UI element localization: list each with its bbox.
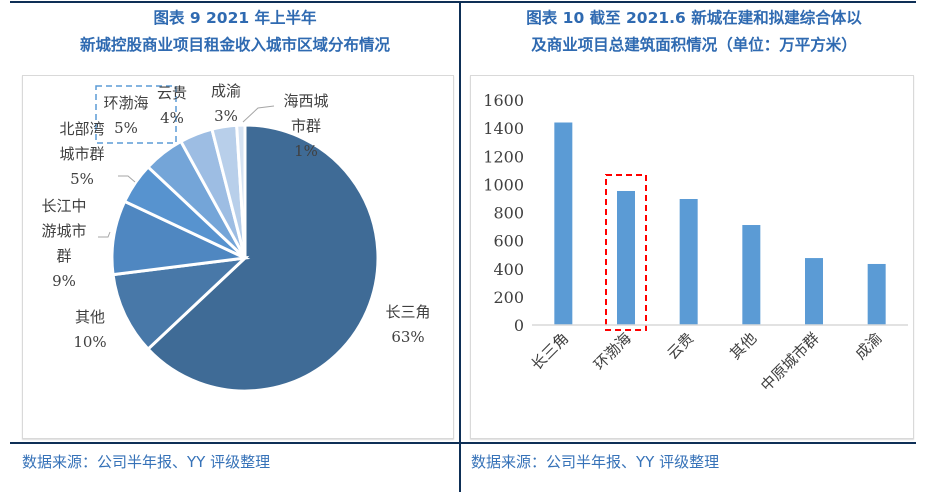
x-tick-label: 其他: [726, 329, 760, 363]
left-source-note: 数据来源：公司半年报、YY 评级整理: [22, 453, 271, 471]
slice-label-group: 环渤海 5%: [103, 91, 148, 141]
right-title-line1: 图表 10 截至 2021.6 新城在建和拟建综合体以: [526, 9, 862, 27]
highlight-box: [95, 85, 177, 144]
slice-label: 长江中游城市群: [41, 197, 87, 265]
left-title-line2: 新城控股商业项目租金收入城市区域分布情况: [79, 36, 390, 54]
pie-chart-area: [22, 75, 454, 439]
slice-label: 海西城市群: [283, 92, 329, 135]
slice-label: 长三角: [385, 303, 431, 321]
y-tick-label: 200: [493, 288, 524, 307]
leader-line: [242, 105, 275, 123]
slice-percent: 63%: [391, 328, 425, 346]
slice-label-group: 长江中游城市群 9%: [39, 194, 89, 294]
y-tick-label: 1400: [483, 119, 524, 138]
top-rule: [10, 1, 916, 3]
slice-percent: 9%: [52, 272, 76, 290]
x-tick-label: 长三角: [528, 329, 573, 374]
highlight-box: [605, 173, 647, 331]
bar: [554, 122, 573, 325]
y-tick-label: 1600: [483, 91, 524, 110]
slice-label-group: 云贵 4%: [157, 81, 187, 131]
pie-slice: [235, 123, 247, 259]
x-tick-label: 中原城市群: [757, 329, 823, 395]
slice-label-group: 其他 10%: [73, 305, 106, 355]
x-tick-label: 成渝: [852, 329, 886, 363]
slice-label: 云贵: [156, 84, 188, 102]
leader-line: [98, 231, 111, 238]
slice-label: 环渤海: [103, 94, 149, 112]
y-tick-label: 1000: [483, 175, 524, 194]
slice-percent: 3%: [214, 107, 238, 125]
bar: [617, 190, 635, 325]
bar-chart-area: [470, 75, 914, 439]
pie-chart: [95, 85, 380, 393]
slice-percent: 5%: [114, 119, 138, 137]
right-title-line2: 及商业项目总建筑面积情况（单位：万平方米）: [531, 36, 857, 54]
slice-label-group: 成渝 3%: [211, 79, 241, 129]
y-tick-label: 400: [493, 260, 524, 279]
slice-label: 其他: [74, 308, 105, 326]
slice-label: 成渝: [210, 82, 242, 100]
slice-label-group: 海西城市群 1%: [281, 89, 331, 164]
slice-label-group: 北部湾城市群 5%: [57, 117, 107, 192]
slice-label: 北部湾城市群: [59, 120, 105, 163]
slice-percent: 10%: [73, 333, 107, 351]
y-tick-label: 1200: [483, 147, 524, 166]
right-title: 图表 10 截至 2021.6 新城在建和拟建综合体以 及商业项目总建筑面积情况…: [462, 5, 926, 59]
panel-divider: [459, 1, 461, 492]
left-title-line1: 图表 9 2021 年上半年: [153, 9, 317, 27]
slice-percent: 4%: [160, 109, 184, 127]
y-tick-label: 0: [514, 316, 524, 335]
bar: [679, 199, 698, 325]
right-source-note: 数据来源：公司半年报、YY 评级整理: [471, 453, 720, 471]
left-title: 图表 9 2021 年上半年 新城控股商业项目租金收入城市区域分布情况: [10, 5, 460, 59]
slice-percent: 1%: [294, 142, 318, 160]
leader-line: [118, 175, 136, 183]
pie-slice: [111, 255, 250, 352]
y-tick-label: 800: [493, 204, 524, 223]
bar: [805, 258, 823, 325]
x-tick-label: 云贵: [664, 329, 698, 363]
bar-chart: 0 200 400 600 800 1000 1200 1400 1600 长三角 环渤海 云贵 其他中…: [483, 91, 908, 395]
y-tick-label: 600: [493, 232, 524, 251]
pie-slice: [145, 123, 380, 393]
bar: [867, 263, 886, 325]
slice-percent: 5%: [70, 170, 94, 188]
slice-label-group: 长三角 63%: [385, 300, 430, 350]
bar: [742, 225, 761, 325]
bottom-rule: [10, 442, 916, 444]
x-tick-label: 环渤海: [590, 329, 635, 374]
